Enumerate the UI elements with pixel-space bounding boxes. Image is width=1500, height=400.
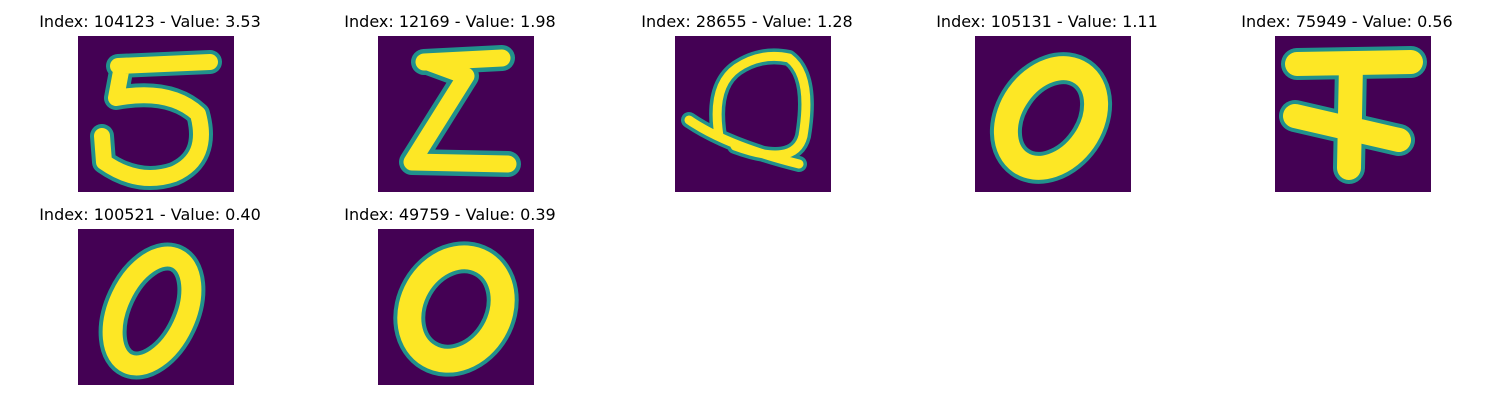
panel-7: Index: 49759 - Value: 0.39 <box>300 193 600 386</box>
digit-image <box>378 229 534 385</box>
panel-3: Index: 28655 - Value: 1.28 <box>597 0 897 193</box>
panel-1: Index: 104123 - Value: 3.53 <box>0 0 300 193</box>
panel-title: Index: 105131 - Value: 1.11 <box>936 12 1158 31</box>
digit-image <box>378 36 534 192</box>
panel-title: Index: 12169 - Value: 1.98 <box>344 12 556 31</box>
digit-image <box>675 36 831 192</box>
panel-5: Index: 75949 - Value: 0.56 <box>1197 0 1497 193</box>
panel-title: Index: 49759 - Value: 0.39 <box>344 205 556 224</box>
digit-image <box>975 36 1131 192</box>
panel-2: Index: 12169 - Value: 1.98 <box>300 0 600 193</box>
panel-4: Index: 105131 - Value: 1.11 <box>897 0 1197 193</box>
panel-title: Index: 104123 - Value: 3.53 <box>39 12 261 31</box>
digit-image <box>1275 36 1431 192</box>
panel-title: Index: 100521 - Value: 0.40 <box>39 205 261 224</box>
panel-6: Index: 100521 - Value: 0.40 <box>0 193 300 386</box>
digit-image <box>78 229 234 385</box>
panel-title: Index: 28655 - Value: 1.28 <box>641 12 853 31</box>
panel-title: Index: 75949 - Value: 0.56 <box>1241 12 1453 31</box>
digit-image <box>78 36 234 192</box>
